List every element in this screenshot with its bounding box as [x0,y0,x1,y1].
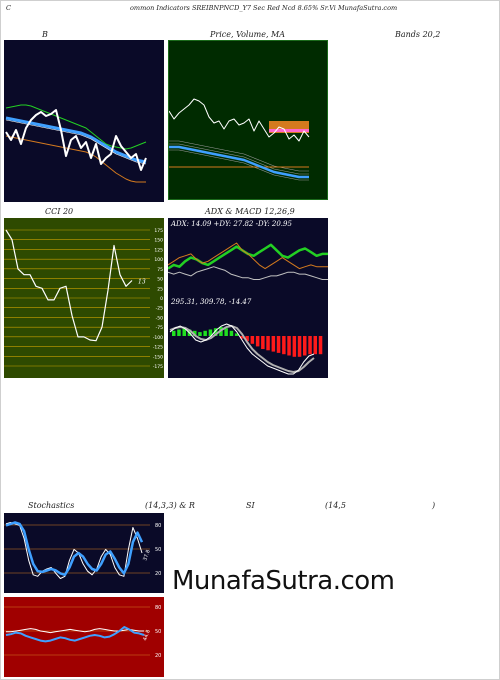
cci-tick-label: 25 [157,286,163,292]
rsi-line [5,626,145,643]
cci-last-label: 13 [138,279,146,286]
macd-histogram-bar [276,336,281,353]
bollinger-lower-line [5,135,146,183]
cci-title: CCI 20 [45,207,74,216]
rsi-chart: 80 50 20 44.8 [4,605,161,659]
cci-tick-label: 125 [154,247,163,253]
cci-tick-label: 0 [160,296,163,302]
macd-histogram-bar [208,329,213,336]
rsi-tick-label: 80 [155,605,161,611]
adx-plus_di-line [168,243,328,270]
stoch-tick-label: 50 [155,547,161,553]
stoch-tick-label: 80 [155,523,161,529]
cci-tick-label: -50 [156,315,163,321]
price-ma-gray-line [169,140,309,172]
macd-chart [169,323,323,375]
macd-histogram-bar [292,336,297,357]
macd-histogram-bar [282,336,286,355]
cci-tick-label: -75 [156,325,163,331]
macd-histogram-bar [271,336,276,352]
stochastics-chart: 80 50 20 37.8 [4,521,161,579]
price-panel [168,40,328,200]
cci-line [5,229,133,342]
stoch-d-line [5,521,144,577]
macd-histogram-bar [198,332,202,336]
stoch-tick-label: 20 [155,571,161,577]
bollinger-panel [4,40,164,202]
macd-histogram-bar [266,336,270,351]
cci-tick-label: -175 [153,364,163,370]
adx-chart [168,242,328,280]
adx-panel: ADX: 14.09 +DY: 27.82 -DY: 20.95 [168,218,328,296]
cci-tick-label: 50 [157,277,163,283]
rsi-close: ) [432,501,436,510]
macd-histogram-bar [303,336,307,356]
macd-histogram-bar [182,328,186,336]
price-ma-blue-line [169,145,309,179]
macd-histogram-bar [308,336,312,355]
page-title: ommon Indicators SREIBNPNCD_Y7 Sec Red N… [130,4,398,12]
bands-title: Bands 20,2 [395,30,441,39]
cci-tick-label: -125 [153,345,163,351]
cci-panel: 175 150 125 100 75 50 25 0 -25 -50 -75 -100 -125 -150… [4,218,164,378]
macd-histogram-bar [172,330,176,336]
price-title: Price, Volume, MA [210,30,286,39]
cci-tick-label: -100 [153,335,163,341]
macd-histogram-bar [229,330,234,336]
macd-histogram-bar [297,336,302,357]
rsi-title: SI [246,501,255,510]
adx-adx-line [168,266,328,280]
macd-histogram-bar [193,330,197,336]
macd-histogram-bar [213,328,218,336]
macd-histogram-bar [255,336,260,347]
macd-panel: 295.31, 309.78, -14.47 [168,296,328,378]
macd-line [169,323,315,375]
adx-minus_di-line [168,242,328,270]
cci-chart: 175 150 125 100 75 50 25 0 -25 -50 -75 -100 -125 -150… [4,228,163,370]
cci-tick-label: -25 [156,306,163,312]
cci-tick-label: 175 [154,228,163,234]
bollinger-middle-highlight [5,119,147,165]
adx-readout: ADX: 14.09 +DY: 27.82 -DY: 20.95 [171,220,292,228]
macd-histogram-bar [240,336,244,339]
bollinger-title: B [42,30,48,39]
header-left-letter: C [6,4,11,12]
cci-tick-label: 150 [154,238,163,244]
macd-histogram-bar [203,330,207,336]
macd-histogram-bar [318,336,323,355]
rsi-mfi-line [6,628,144,634]
macd-readout: 295.31, 309.78, -14.47 [171,298,252,306]
bollinger-price-line [5,109,147,171]
price-chart [169,98,310,181]
bollinger-chart [5,104,147,183]
price-ma-gray-line [169,143,309,175]
macd-histogram-bar [234,333,239,336]
cci-tick-label: 100 [154,257,163,263]
macd-histogram-bar [261,336,265,349]
macd-histogram-bar [250,336,255,344]
cci-tick-label: 75 [157,267,163,273]
stoch-panel: 80 50 20 37.8 [4,513,164,593]
macd-histogram-bar [313,336,317,355]
macd-histogram-bar [224,328,228,336]
macd-histogram-bar [287,336,291,356]
price-close-line [169,98,310,142]
rsi-params: (14,5 [325,501,346,510]
rsi-tick-label: 50 [155,629,161,635]
macd-histogram-bar [245,336,249,342]
rsi-last-label: 44.8 [142,629,151,642]
cci-tick-label: -150 [153,354,163,360]
stoch-params: (14,3,3) & R [145,501,195,510]
rsi-panel: 80 50 20 44.8 [4,597,164,677]
watermark: MunafaSutra.com [172,566,395,596]
price-ma-gray-line [169,149,309,181]
stoch-last-label: 37.8 [142,549,151,562]
stoch-k-line [5,522,143,579]
volume-block-pink [269,129,309,132]
macd-signal-line [169,325,315,373]
rsi-tick-label: 20 [155,653,161,659]
adx-macd-title: ADX & MACD 12,26,9 [205,207,295,216]
macd-histogram-bar [177,329,181,336]
stoch-title: Stochastics [28,501,75,510]
